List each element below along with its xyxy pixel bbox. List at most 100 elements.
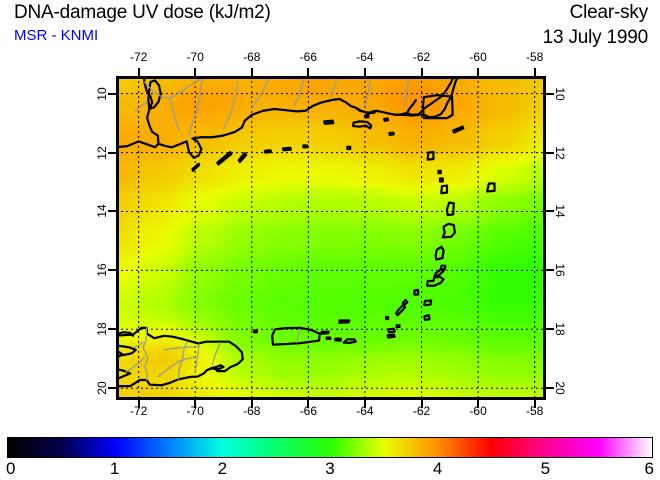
axis-tick [307,400,310,408]
coast-path [194,343,201,373]
y-axis-label-right: 12 [553,145,567,160]
coast-path [330,76,340,98]
axis-tick [546,269,554,272]
x-axis-label-bottom: -62 [412,404,431,418]
coast-path [394,304,407,317]
map-coastlines [116,76,496,388]
x-axis-label-top: -70 [186,50,204,64]
coast-path [188,76,203,136]
axis-tick [137,68,140,76]
axis-tick [108,92,116,95]
uv-dose-map [116,76,546,400]
colorbar-tick-labels: 0 1 2 3 4 5 6 [6,459,654,479]
axis-tick [137,400,140,408]
coast-path [417,76,456,116]
axis-tick [108,151,116,154]
x-axis-label-bottom: -66 [299,404,318,418]
coast-path [252,329,258,334]
colorbar-tick-label: 5 [540,459,551,478]
coast-path [211,341,222,366]
coast-path [452,125,465,134]
coast-path [320,330,330,335]
coast-path [413,288,420,296]
coast-path [423,314,431,321]
coast-path [394,113,420,117]
coast-path [116,76,160,149]
coast-path [387,327,396,334]
coast-path [116,331,135,337]
coast-path [386,333,396,339]
y-axis-label-right: 18 [553,322,567,336]
axis-tick [546,328,554,331]
axis-tick [108,210,116,213]
x-axis-label-top: -58 [526,50,544,64]
colorbar-tick-label: 1 [109,459,120,478]
coast-path [383,117,390,122]
axis-tick [477,68,480,76]
coast-path [334,337,342,342]
coast-path [363,114,370,119]
x-axis-label-bottom: -68 [243,404,261,418]
coast-path [434,245,445,261]
coast-path [163,345,199,351]
coast-path [342,338,357,344]
coast-path [346,145,352,151]
y-axis-label-left: 14 [95,204,109,219]
coast-path [191,162,201,172]
y-axis-label-right: 10 [553,86,567,101]
page-title: DNA-damage UV dose (kJ/m2) [14,2,271,23]
date-label: 13 July 1990 [542,27,649,48]
axis-tick [533,68,536,76]
colorbar-tick-label: 3 [325,459,335,478]
coast-path [385,315,390,321]
coast-path [437,169,442,175]
coast-path [142,327,149,381]
y-axis-label-right: 14 [553,204,567,219]
colorbar-tick-label: 0 [6,459,16,478]
coast-path [222,81,239,130]
axis-tick [420,68,423,76]
y-axis-label-right: 16 [553,263,567,278]
x-axis-label-bottom: -72 [129,404,148,418]
colorbar-tick-label: 4 [432,459,443,478]
coast-path [147,79,162,111]
coast-path [209,364,225,371]
coast-path [388,131,395,137]
coast-path [325,336,332,341]
coast-path [157,76,460,159]
coast-path [302,144,309,149]
axis-tick [420,400,423,408]
axis-tick [546,151,554,154]
x-axis-label-top: -72 [129,50,148,64]
map-gridlines [116,76,546,400]
x-axis-label-top: -68 [243,50,261,64]
axis-tick [477,400,480,408]
coast-path [395,324,401,329]
coast-path [237,152,248,164]
coast-path [293,78,305,107]
y-axis-label-left: 18 [95,322,109,336]
axis-tick [250,68,253,76]
x-axis-label-top: -62 [412,50,431,64]
axis-tick [307,68,310,76]
colorbar-tick-label: 6 [644,459,654,478]
axis-tick [546,92,554,95]
coast-path [441,222,457,239]
y-axis-label-right: 20 [553,381,567,395]
axis-tick [546,210,554,213]
coast-path [403,78,410,107]
coast-path [216,150,233,166]
axis-tick [363,400,366,408]
sky-condition-label: Clear-sky [569,2,649,23]
coast-path [135,101,148,112]
coast-path [116,351,124,358]
axis-tick [108,328,116,331]
y-axis-label-left: 10 [95,87,109,101]
coast-path [323,119,335,125]
axis-tick [533,400,536,408]
x-axis-label-bottom: -60 [469,404,487,418]
coast-path [401,298,409,307]
coast-path [157,356,196,378]
coast-path [421,94,454,120]
coast-path [439,264,447,271]
